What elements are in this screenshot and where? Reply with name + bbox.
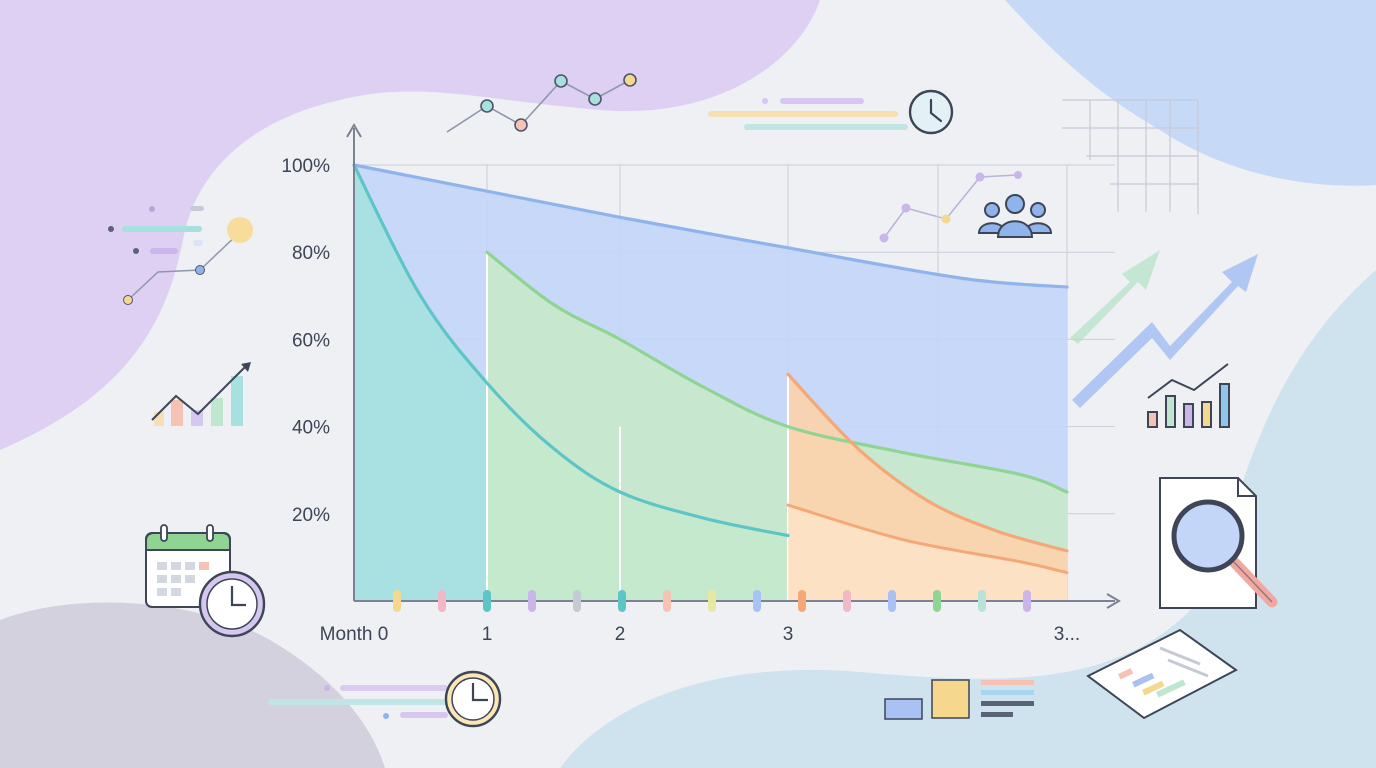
- cohort-area-lower: [788, 505, 1067, 601]
- cohort-lines: [352, 163, 1069, 575]
- x-tick-label: 2: [615, 624, 626, 645]
- x-tick-label: 1: [482, 624, 493, 645]
- x-tick-label: 3: [783, 624, 794, 645]
- decor-icons: [108, 73, 1278, 728]
- y-tick-label: 60%: [292, 330, 330, 351]
- cohort-line-2: [485, 250, 1069, 494]
- x-tick-mark: [663, 590, 671, 612]
- y-tick-labels: 20% 40% 60% 80% 100%: [281, 156, 330, 526]
- x-tick-mark: [438, 590, 446, 612]
- x-tick-mark: [393, 590, 401, 612]
- grey-blob: [0, 602, 385, 768]
- x-tick-mark: [888, 590, 896, 612]
- bar-chart-icon: [1147, 363, 1230, 428]
- x-tick-label: Month 0: [320, 624, 389, 645]
- retention-chart: 20% 40% 60% 80% 100% Month 0 1 2 3 3...: [281, 123, 1121, 645]
- x-tick-marks: [393, 590, 1031, 612]
- cohort-line-1: [352, 163, 790, 538]
- left-trend-decor: [108, 206, 253, 305]
- y-tick-label: 80%: [292, 243, 330, 264]
- y-tick-label: 100%: [281, 156, 330, 177]
- cohort-area-1: [354, 165, 788, 601]
- x-tick-mark: [573, 590, 581, 612]
- x-tick-mark: [843, 590, 851, 612]
- x-tick-mark: [483, 590, 491, 612]
- clock-icon: [708, 89, 954, 135]
- bar-chart-icon: [151, 362, 251, 426]
- purple-blob: [0, 0, 820, 450]
- x-tick-mark: [978, 590, 986, 612]
- axes: [346, 123, 1121, 609]
- y-tick-label: 40%: [292, 418, 330, 439]
- cohort-line-0: [352, 163, 1069, 289]
- legend-swatch-icon: [884, 679, 1034, 720]
- x-tick-label: 3...: [1054, 624, 1080, 645]
- x-tick-mark: [1023, 590, 1031, 612]
- y-tick-label: 20%: [292, 505, 330, 526]
- x-tick-labels: Month 0 1 2 3 3...: [320, 624, 1081, 645]
- cohort-areas: [353, 165, 1067, 601]
- cohort-line-3: [786, 372, 1069, 553]
- x-axis-arrow: [1106, 593, 1121, 609]
- x-tick-mark: [798, 590, 806, 612]
- x-tick-mark: [528, 590, 536, 612]
- users-icon: [879, 171, 1053, 243]
- x-tick-mark: [708, 590, 716, 612]
- y-axis-arrow: [346, 123, 362, 138]
- cohort-line-lower: [786, 503, 1069, 575]
- calendar-icon: [145, 524, 266, 638]
- blue-blob: [1005, 0, 1376, 186]
- magnifier-document-icon: [1159, 477, 1278, 609]
- x-tick-mark: [753, 590, 761, 612]
- line-chart-icon: [446, 73, 637, 133]
- x-tick-mark: [933, 590, 941, 612]
- x-tick-mark: [618, 590, 626, 612]
- report-sheet-icon: [1086, 628, 1238, 720]
- clock-icon: [268, 670, 502, 728]
- grid-icon: [1062, 99, 1199, 214]
- trend-arrow-icon: [1070, 250, 1258, 408]
